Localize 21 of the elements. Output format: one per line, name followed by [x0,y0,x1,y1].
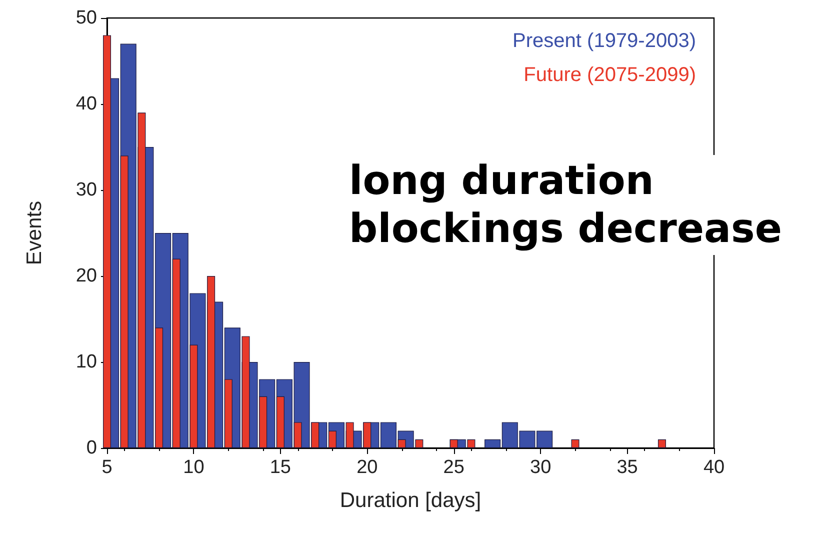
y-tick-label: 30 [76,180,97,200]
annotation: long duration blockings decrease [349,158,782,252]
bar [571,439,580,448]
x-tick-label: 15 [270,457,291,478]
x-tick-label: 35 [616,457,638,478]
text: Present (1979-2003) [512,30,696,52]
x-tick-label: 20 [356,457,378,478]
y-tick-label: 40 [76,94,97,114]
x-tick-label: 10 [183,457,204,478]
x-tick-label: 40 [703,457,725,478]
y-tick-label: 0 [86,438,97,458]
y-axis-title: Events [23,200,46,266]
text: Future (2075-2099) [524,64,696,86]
x-axis-title: Duration [days] [340,489,482,512]
x-tick-label: 30 [530,457,552,478]
bar [658,439,666,448]
y-tick-label: 50 [76,8,97,28]
x-tick-label: 5 [102,457,112,478]
y-tick-label: 20 [76,266,97,286]
y-tick-label: 10 [76,352,97,372]
x-tick-label: 25 [443,457,464,478]
